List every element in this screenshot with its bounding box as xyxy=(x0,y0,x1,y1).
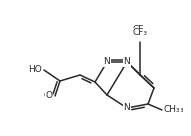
Text: CF₃: CF₃ xyxy=(133,28,147,37)
Text: N: N xyxy=(104,58,110,67)
Text: HO: HO xyxy=(28,66,42,75)
Text: HO: HO xyxy=(27,66,41,75)
Text: O: O xyxy=(43,92,50,101)
Text: CF₃: CF₃ xyxy=(133,25,147,34)
Text: N: N xyxy=(124,58,130,67)
Text: CH₃: CH₃ xyxy=(164,106,181,115)
Text: N: N xyxy=(124,103,130,112)
Text: N: N xyxy=(124,58,130,67)
Text: N: N xyxy=(124,103,130,112)
Text: CH₃: CH₃ xyxy=(168,106,185,115)
Text: N: N xyxy=(104,58,110,67)
Text: O: O xyxy=(45,92,52,101)
